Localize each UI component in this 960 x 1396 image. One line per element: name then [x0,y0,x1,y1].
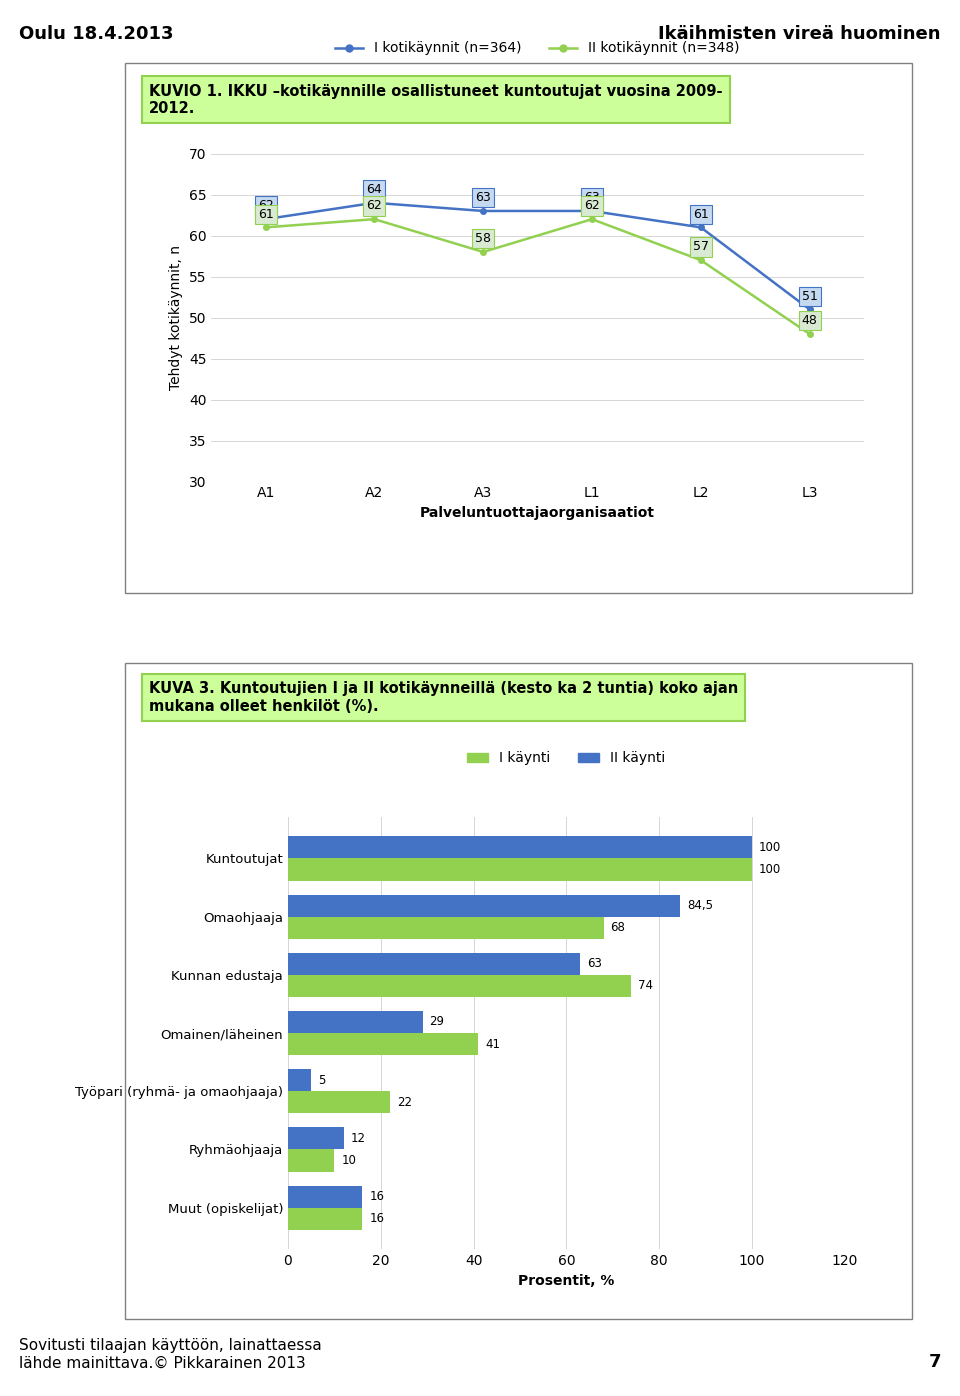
Bar [288,1208,362,1230]
Text: 61: 61 [693,208,708,221]
Text: Oulu 18.4.2013: Oulu 18.4.2013 [19,25,174,43]
Text: 16: 16 [370,1212,384,1226]
Text: 22: 22 [397,1096,412,1108]
Text: 58: 58 [475,232,492,246]
Text: 62: 62 [257,200,274,212]
Bar [288,1011,422,1033]
X-axis label: Palveluntuottajaorganisaatiot: Palveluntuottajaorganisaatiot [420,505,655,521]
Text: 29: 29 [429,1015,444,1029]
Text: 12: 12 [350,1132,366,1145]
Bar [288,1128,344,1149]
Text: 5: 5 [318,1074,325,1086]
Bar [288,1033,478,1055]
Text: Ikäihmisten vireä huominen: Ikäihmisten vireä huominen [659,25,941,43]
Y-axis label: Tehdyt kotikäynnit, n: Tehdyt kotikäynnit, n [169,246,183,389]
Bar [288,1185,362,1208]
Bar [288,836,752,859]
Bar [288,895,680,917]
Legend: I kotikäynnit (n=364), II kotikäynnit (n=348): I kotikäynnit (n=364), II kotikäynnit (n… [330,36,745,61]
X-axis label: Prosentit, %: Prosentit, % [518,1273,614,1289]
Bar [288,917,604,938]
Text: 10: 10 [342,1154,356,1167]
Text: 100: 100 [759,840,781,854]
Text: KUVIO 1. IKKU –kotikäynnille osallistuneet kuntoutujat vuosina 2009-
2012.: KUVIO 1. IKKU –kotikäynnille osallistune… [149,84,722,116]
Legend: I käynti, II käynti: I käynti, II käynti [462,745,671,771]
Text: 61: 61 [257,208,274,221]
Bar [288,974,632,997]
Text: 57: 57 [693,240,708,254]
Text: 62: 62 [584,200,600,212]
Text: 63: 63 [475,191,492,204]
Bar [288,1092,390,1114]
Bar [288,952,580,974]
Text: Sovitusti tilaajan käyttöön, lainattaessa
lähde mainittava.© Pikkarainen 2013: Sovitusti tilaajan käyttöön, lainattaess… [19,1339,322,1371]
Text: 68: 68 [611,921,625,934]
Text: 100: 100 [759,863,781,877]
Text: 7: 7 [928,1353,941,1371]
Text: 84,5: 84,5 [687,899,713,912]
Text: 64: 64 [367,183,382,195]
Text: 16: 16 [370,1189,384,1203]
Text: 63: 63 [588,958,602,970]
Text: KUVA 3. Kuntoutujien I ja II kotikäynneillä (kesto ka 2 tuntia) koko ajan
mukana: KUVA 3. Kuntoutujien I ja II kotikäynnei… [149,681,738,713]
Text: 74: 74 [638,980,654,993]
Text: 51: 51 [802,289,818,303]
Text: 62: 62 [367,200,382,212]
Bar [288,1069,311,1092]
Text: 63: 63 [584,191,600,204]
Text: 41: 41 [485,1037,500,1051]
Bar [288,1149,334,1171]
Bar [288,859,752,881]
Text: 48: 48 [802,314,818,327]
